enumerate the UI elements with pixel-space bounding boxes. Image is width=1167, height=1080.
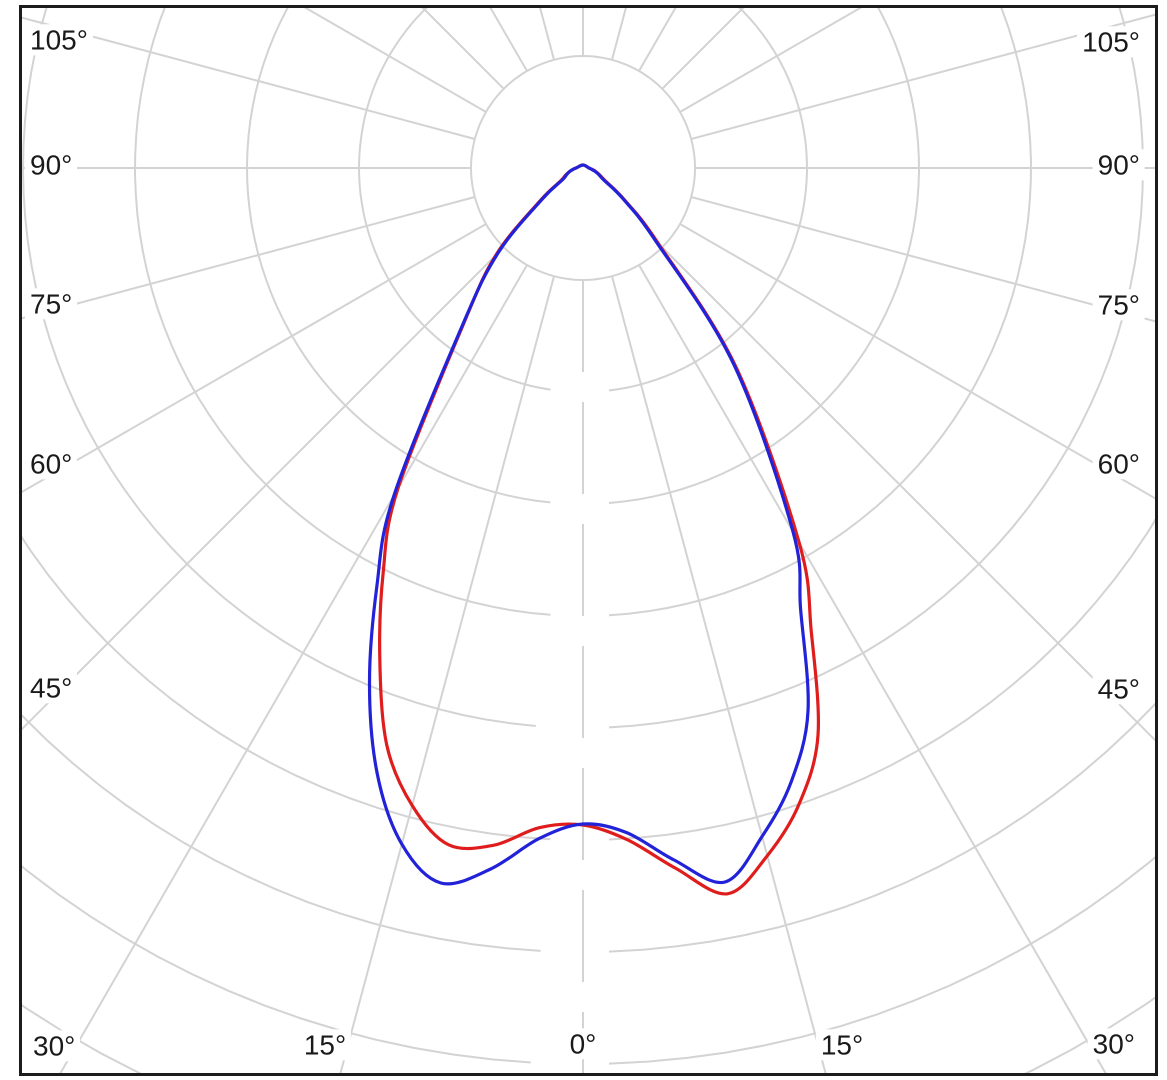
angle-label-left-30: 30° xyxy=(28,1030,81,1062)
angle-label-left-60: 60° xyxy=(25,448,78,480)
angle-label-right-45: 45° xyxy=(1092,673,1145,705)
angle-label-right-75: 75° xyxy=(1092,289,1145,321)
angle-label-left-75: 75° xyxy=(25,288,78,320)
angle-label-right-30: 30° xyxy=(1087,1028,1140,1060)
blue-curve xyxy=(367,163,810,886)
angle-label-left-15: 15° xyxy=(298,1029,352,1061)
angle-label-left-45: 45° xyxy=(25,672,78,704)
angle-label-right-105: 105° xyxy=(1077,26,1145,58)
angle-label-left-90: 90° xyxy=(25,149,78,181)
angle-label-right-60: 60° xyxy=(1092,448,1145,480)
angle-label-left-105: 105° xyxy=(25,24,93,56)
angle-label-right-15: 15° xyxy=(815,1029,869,1061)
plot-frame xyxy=(19,5,1158,1076)
red-curve xyxy=(378,163,820,896)
angle-label-0: 0° xyxy=(564,1028,602,1060)
angle-label-right-90: 90° xyxy=(1092,149,1145,181)
